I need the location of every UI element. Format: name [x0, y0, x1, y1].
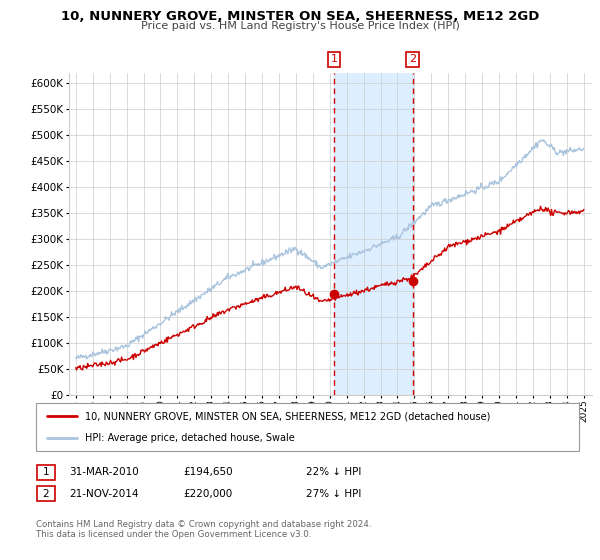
Text: 10, NUNNERY GROVE, MINSTER ON SEA, SHEERNESS, ME12 2GD: 10, NUNNERY GROVE, MINSTER ON SEA, SHEER…: [61, 10, 539, 23]
Text: £220,000: £220,000: [183, 489, 232, 499]
Text: 22% ↓ HPI: 22% ↓ HPI: [306, 467, 361, 477]
Text: 21-NOV-2014: 21-NOV-2014: [69, 489, 139, 499]
Text: £194,650: £194,650: [183, 467, 233, 477]
FancyBboxPatch shape: [37, 486, 55, 502]
Text: 2: 2: [409, 54, 416, 64]
Text: 1: 1: [331, 54, 337, 64]
FancyBboxPatch shape: [36, 403, 579, 451]
Text: 27% ↓ HPI: 27% ↓ HPI: [306, 489, 361, 499]
Text: Contains HM Land Registry data © Crown copyright and database right 2024.
This d: Contains HM Land Registry data © Crown c…: [36, 520, 371, 539]
Bar: [334, 73, 413, 395]
Text: HPI: Average price, detached house, Swale: HPI: Average price, detached house, Swal…: [85, 433, 295, 443]
Text: 10, NUNNERY GROVE, MINSTER ON SEA, SHEERNESS, ME12 2GD (detached house): 10, NUNNERY GROVE, MINSTER ON SEA, SHEER…: [85, 411, 490, 421]
Text: 1: 1: [43, 467, 49, 477]
Text: 31-MAR-2010: 31-MAR-2010: [69, 467, 139, 477]
Text: 2: 2: [43, 489, 49, 499]
FancyBboxPatch shape: [37, 465, 55, 479]
Text: Price paid vs. HM Land Registry's House Price Index (HPI): Price paid vs. HM Land Registry's House …: [140, 21, 460, 31]
